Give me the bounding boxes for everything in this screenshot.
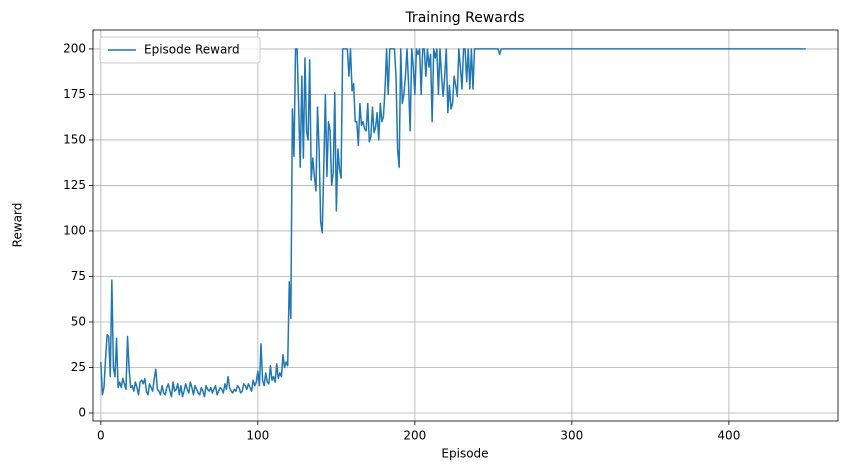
axes-frame bbox=[92, 29, 839, 422]
series-line bbox=[100, 48, 806, 398]
chart-title: Training Rewards bbox=[404, 10, 524, 26]
y-axis-label: Reward bbox=[11, 203, 25, 248]
x-tick-label: 400 bbox=[717, 429, 740, 443]
x-tick-label: 100 bbox=[246, 429, 269, 443]
y-tick-label: 75 bbox=[71, 269, 86, 283]
legend-box bbox=[99, 36, 261, 64]
y-tick-label: 150 bbox=[63, 132, 86, 146]
x-tick-label: 300 bbox=[560, 429, 583, 443]
y-tick-label: 25 bbox=[71, 360, 86, 374]
y-tick-label: 100 bbox=[63, 223, 86, 237]
y-tick-label: 200 bbox=[63, 41, 86, 55]
x-tick-label: 200 bbox=[403, 429, 426, 443]
y-tick-label: 125 bbox=[63, 178, 86, 192]
x-tick-label: 0 bbox=[97, 429, 105, 443]
y-tick-label: 175 bbox=[63, 87, 86, 101]
y-tick-label: 0 bbox=[78, 405, 86, 419]
y-tick-label: 50 bbox=[71, 314, 86, 328]
legend-label: Episode Reward bbox=[144, 43, 240, 57]
x-axis-label: Episode bbox=[441, 447, 488, 461]
